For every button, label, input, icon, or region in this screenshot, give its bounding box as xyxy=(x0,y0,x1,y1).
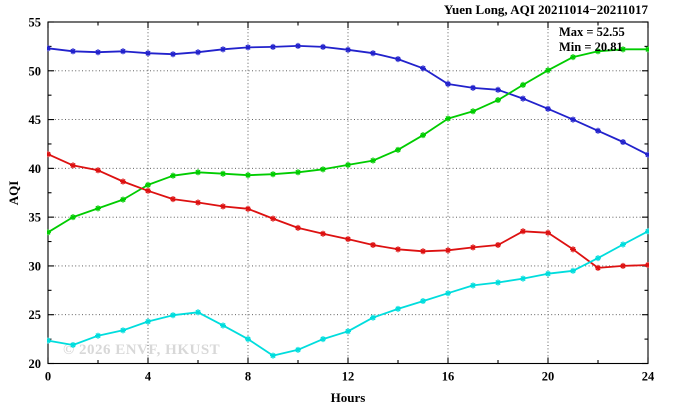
watermark: © 2026 ENVF, HKUST xyxy=(63,342,221,358)
series-cyan-group xyxy=(47,228,649,359)
series-blue-markers xyxy=(47,42,649,158)
y-tick-label: 55 xyxy=(29,16,42,30)
x-tick-label: 0 xyxy=(45,370,51,384)
series-green-markers xyxy=(47,46,649,236)
series-cyan-markers xyxy=(47,228,649,359)
y-tick-label: 45 xyxy=(29,113,42,127)
y-tick-label: 40 xyxy=(29,162,42,176)
x-tick-label: 8 xyxy=(245,370,251,384)
x-tick-label: 4 xyxy=(145,370,152,384)
y-tick-label: 50 xyxy=(29,64,42,78)
x-tick-label: 12 xyxy=(342,370,355,384)
series-red-line xyxy=(47,153,649,269)
x-tick-label: 24 xyxy=(642,370,655,384)
y-axis-label: AQI xyxy=(6,180,21,206)
y-tick-label: 30 xyxy=(29,259,42,273)
max-min-annotation: Max = 52.55 Min = 20.81 xyxy=(559,25,625,55)
series-red-group xyxy=(47,151,649,271)
max-annotation: Max = 52.55 xyxy=(559,25,625,39)
series-blue-group xyxy=(47,42,649,158)
chart-title: Yuen Long, AQI 20211014−20211017 xyxy=(443,2,648,17)
y-tick-label: 35 xyxy=(29,211,42,225)
x-tick-label: 20 xyxy=(542,370,555,384)
x-tick-label: 16 xyxy=(442,370,455,384)
y-tick-label: 20 xyxy=(29,357,42,371)
x-axis-label: Hours xyxy=(330,390,366,405)
series-green-group xyxy=(47,46,649,236)
min-annotation: Min = 20.81 xyxy=(559,40,623,54)
series-red-markers xyxy=(47,151,649,271)
y-tick-label: 25 xyxy=(29,308,42,322)
